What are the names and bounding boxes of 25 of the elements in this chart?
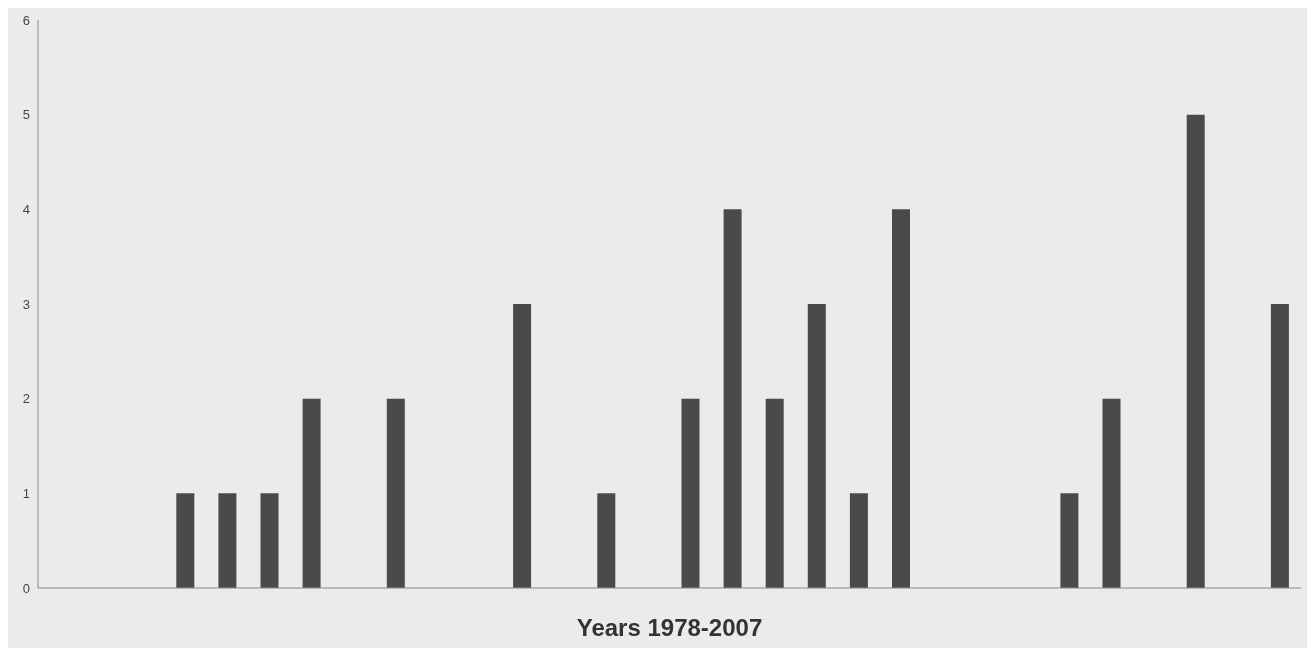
y-tick-label: 5 <box>22 107 30 123</box>
bar <box>807 304 826 588</box>
y-tick-label: 1 <box>22 485 30 501</box>
bar <box>260 493 279 588</box>
bar <box>1270 304 1289 588</box>
bar <box>723 209 742 588</box>
bar <box>1102 398 1121 588</box>
bar <box>849 493 868 588</box>
bar <box>386 398 405 588</box>
bar <box>218 493 237 588</box>
bar <box>597 493 616 588</box>
bar <box>513 304 532 588</box>
bar <box>892 209 910 588</box>
y-tick-label: 0 <box>22 580 30 596</box>
y-tick-label: 2 <box>22 391 30 407</box>
bar <box>302 398 321 588</box>
bar <box>1186 114 1205 588</box>
bar <box>176 493 195 588</box>
bar <box>681 398 700 588</box>
y-tick-label: 6 <box>22 12 30 28</box>
bar <box>1060 493 1079 588</box>
x-axis-title: Years 1978-2007 <box>576 614 763 641</box>
bar <box>765 398 784 588</box>
y-tick-label: 3 <box>22 296 30 312</box>
y-tick-label: 4 <box>22 201 30 217</box>
